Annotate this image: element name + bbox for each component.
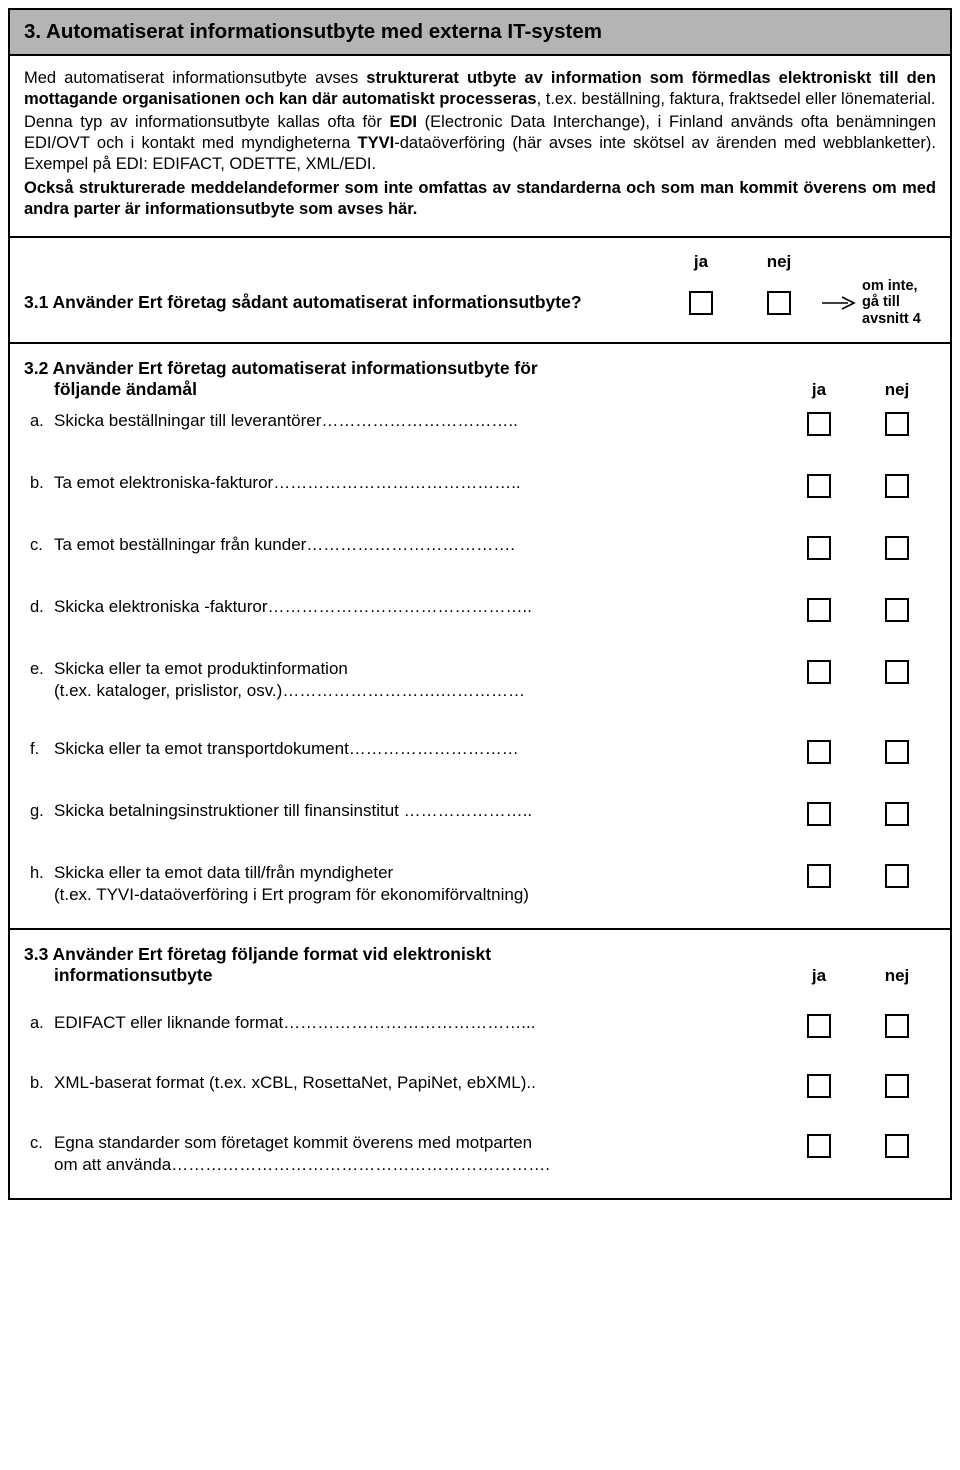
- question-3-1: ja nej 3.1 Använder Ert företag sådant a…: [10, 238, 950, 344]
- q33-item-letter: b.: [24, 1072, 54, 1093]
- intro-p2a: Denna typ av informationsutbyte kallas o…: [24, 113, 389, 131]
- q32-item-text: Skicka eller ta emot transportdokument………: [54, 738, 780, 760]
- q32-item-a-no-checkbox[interactable]: [885, 412, 909, 436]
- q33-col-yes: ja: [780, 966, 858, 986]
- q32-item-h-yes-checkbox[interactable]: [807, 864, 831, 888]
- intro-p1a: Med automatiserat informationsutbyte avs…: [24, 69, 366, 87]
- q32-item-g-no-checkbox[interactable]: [885, 802, 909, 826]
- q31-yes-checkbox[interactable]: [689, 291, 713, 315]
- q32-title-line2: följande ändamål: [24, 379, 770, 400]
- intro-p2d: TYVI: [358, 134, 395, 152]
- q31-no-checkbox[interactable]: [767, 291, 791, 315]
- q33-item-row: b.XML-baserat format (t.ex. xCBL, Rosett…: [24, 1064, 936, 1106]
- q32-item-text: Ta emot beställningar från kunder……………………: [54, 534, 780, 556]
- q32-item-f-no-checkbox[interactable]: [885, 740, 909, 764]
- question-3-2: 3.2 Använder Ert företag automatiserat i…: [10, 344, 950, 930]
- q32-item-b-no-checkbox[interactable]: [885, 474, 909, 498]
- q32-item-row: g.Skicka betalningsinstruktioner till fi…: [24, 790, 936, 834]
- q33-item-a-yes-checkbox[interactable]: [807, 1014, 831, 1038]
- section-3-header: 3. Automatiserat informationsutbyte med …: [10, 10, 950, 56]
- q33-item-text: XML-baserat format (t.ex. xCBL, RosettaN…: [54, 1072, 780, 1094]
- q31-text: 3.1 Använder Ert företag sådant automati…: [24, 292, 662, 313]
- q32-item-text: Skicka eller ta emot produktinformation …: [54, 658, 780, 702]
- q32-item-d-yes-checkbox[interactable]: [807, 598, 831, 622]
- q33-title-line2: informationsutbyte: [24, 965, 770, 986]
- q32-item-text: Skicka elektroniska -fakturor………………………………: [54, 596, 780, 618]
- q33-item-b-no-checkbox[interactable]: [885, 1074, 909, 1098]
- intro-p3: Också strukturerade meddelandeformer som…: [24, 179, 936, 218]
- q32-item-letter: d.: [24, 596, 54, 617]
- col-yes-label: ja: [662, 252, 740, 272]
- q32-item-b-yes-checkbox[interactable]: [807, 474, 831, 498]
- q31-hint: om inte, gå till avsnitt 4: [862, 278, 936, 328]
- q32-item-row: f.Skicka eller ta emot transportdokument…: [24, 728, 936, 772]
- q32-item-d-no-checkbox[interactable]: [885, 598, 909, 622]
- col-no-label: nej: [740, 252, 818, 272]
- q32-item-row: e.Skicka eller ta emot produktinformatio…: [24, 648, 936, 710]
- q32-item-f-yes-checkbox[interactable]: [807, 740, 831, 764]
- intro-p1c: , t.ex. beställning, faktura, fraktsedel…: [537, 90, 936, 108]
- q33-item-letter: c.: [24, 1132, 54, 1153]
- q32-item-letter: c.: [24, 534, 54, 555]
- q33-item-row: c.Egna standarder som företaget kommit ö…: [24, 1124, 936, 1184]
- q32-item-text: Skicka eller ta emot data till/från mynd…: [54, 862, 780, 906]
- q33-item-b-yes-checkbox[interactable]: [807, 1074, 831, 1098]
- q32-item-letter: h.: [24, 862, 54, 883]
- form-frame: 3. Automatiserat informationsutbyte med …: [8, 8, 952, 1200]
- q32-item-letter: a.: [24, 410, 54, 431]
- q33-item-text: Egna standarder som företaget kommit öve…: [54, 1132, 780, 1176]
- q32-item-letter: g.: [24, 800, 54, 821]
- q32-item-g-yes-checkbox[interactable]: [807, 802, 831, 826]
- q32-item-e-yes-checkbox[interactable]: [807, 660, 831, 684]
- q32-item-c-no-checkbox[interactable]: [885, 536, 909, 560]
- q32-col-no: nej: [858, 380, 936, 400]
- q32-item-row: c.Ta emot beställningar från kunder………………: [24, 524, 936, 568]
- q32-item-c-yes-checkbox[interactable]: [807, 536, 831, 560]
- q32-item-letter: e.: [24, 658, 54, 679]
- q33-item-row: a.EDIFACT eller liknande format…………………………: [24, 1004, 936, 1046]
- q32-item-row: d.Skicka elektroniska -fakturor…………………………: [24, 586, 936, 630]
- q33-col-no: nej: [858, 966, 936, 986]
- q32-col-yes: ja: [780, 380, 858, 400]
- q32-item-letter: f.: [24, 738, 54, 759]
- q33-title-line1: 3.3 Använder Ert företag följande format…: [24, 944, 770, 965]
- q32-item-text: Skicka betalningsinstruktioner till fina…: [54, 800, 780, 822]
- q33-item-letter: a.: [24, 1012, 54, 1033]
- q32-item-row: b.Ta emot elektroniska-fakturor…………………………: [24, 462, 936, 506]
- q32-item-row: h.Skicka eller ta emot data till/från my…: [24, 852, 936, 914]
- q32-item-e-no-checkbox[interactable]: [885, 660, 909, 684]
- q32-item-row: a.Skicka beställningar till leverantörer…: [24, 400, 936, 444]
- intro-text: Med automatiserat informationsutbyte avs…: [10, 56, 950, 238]
- q32-item-h-no-checkbox[interactable]: [885, 864, 909, 888]
- q33-item-text: EDIFACT eller liknande format………………………………: [54, 1012, 780, 1034]
- q33-item-a-no-checkbox[interactable]: [885, 1014, 909, 1038]
- arrow-right-icon: [822, 296, 856, 310]
- q32-title-line1: 3.2 Använder Ert företag automatiserat i…: [24, 358, 770, 379]
- question-3-3: 3.3 Använder Ert företag följande format…: [10, 930, 950, 1198]
- q33-item-c-no-checkbox[interactable]: [885, 1134, 909, 1158]
- intro-p2b: EDI: [389, 113, 417, 131]
- q32-item-text: Skicka beställningar till leverantörer………: [54, 410, 780, 432]
- q33-item-c-yes-checkbox[interactable]: [807, 1134, 831, 1158]
- q32-item-text: Ta emot elektroniska-fakturor………………………………: [54, 472, 780, 494]
- q32-item-letter: b.: [24, 472, 54, 493]
- q32-item-a-yes-checkbox[interactable]: [807, 412, 831, 436]
